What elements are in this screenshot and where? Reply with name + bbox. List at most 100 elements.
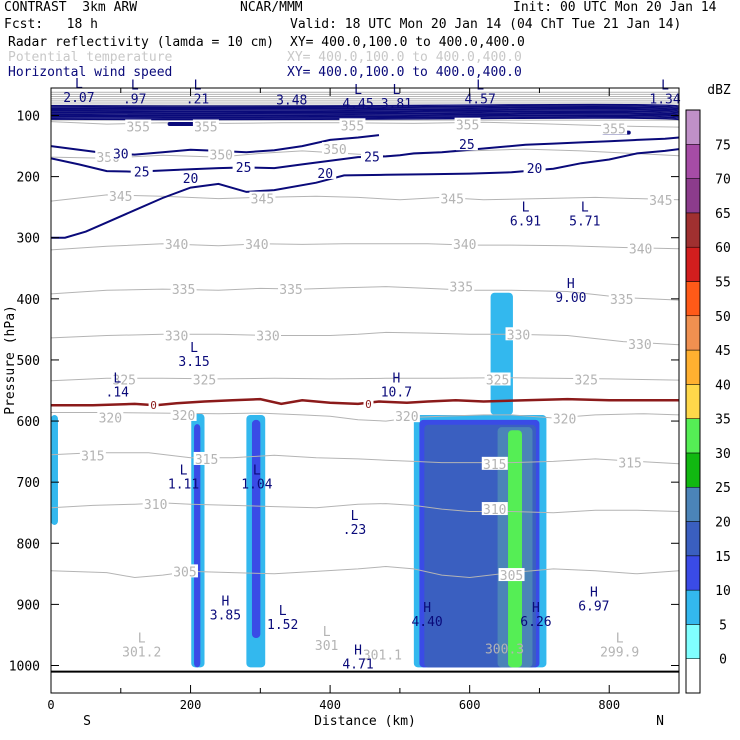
theta-label-bg xyxy=(208,147,235,161)
theta-label-310: 310 xyxy=(483,503,506,518)
colorbar-tick-label: 55 xyxy=(715,275,731,290)
extremum-value: 6.97 xyxy=(578,600,609,615)
extremum-low-marker: L xyxy=(581,201,589,216)
extremum-value: .14 xyxy=(106,386,130,401)
theta-label-bg xyxy=(111,372,138,386)
theta-label-bg xyxy=(626,337,653,351)
theta-label-355: 355 xyxy=(194,121,217,136)
theta-label-bg xyxy=(278,282,305,296)
wind-label-bg xyxy=(523,161,546,175)
colorbar-tick-label: 10 xyxy=(715,584,731,599)
y-tick-label: 400 xyxy=(17,293,40,308)
theta-label-320: 320 xyxy=(172,409,195,424)
colorbar-tick-label: 45 xyxy=(715,344,731,359)
theta-label-bg xyxy=(163,236,190,250)
colorbar-bin xyxy=(685,486,701,522)
extremum-value: 3.85 xyxy=(210,609,241,624)
theta-label-bg xyxy=(647,192,674,206)
colorbar-bin xyxy=(685,144,701,179)
colorbar-bin xyxy=(685,555,701,591)
theta-label-340: 340 xyxy=(629,243,652,258)
colorbar-tick-label: 50 xyxy=(715,310,731,325)
theta-label-bg xyxy=(243,236,270,250)
extremum-value: 1.34 xyxy=(649,92,680,107)
colorbar-bin xyxy=(685,521,701,557)
theta-label-305: 305 xyxy=(173,565,196,580)
theta-low-marker: L xyxy=(616,631,624,646)
extremum-value: 3.81 xyxy=(381,97,412,112)
theta-extremum-value: 301.1 xyxy=(363,648,402,663)
wind-contour-25 xyxy=(51,136,679,173)
theta-label-bg xyxy=(170,407,197,421)
theta-label-bg xyxy=(481,456,508,470)
theta-label-325: 325 xyxy=(193,374,216,389)
colorbar-unit: dBZ xyxy=(707,83,731,98)
extremum-low-marker: L xyxy=(131,78,139,93)
forecast-hour: Fcst: 18 h xyxy=(4,17,98,32)
colorbar-bin xyxy=(685,315,701,351)
theta-label-bg xyxy=(125,119,152,133)
extremum-value: 2.07 xyxy=(63,91,94,106)
theta-label-bg xyxy=(505,327,532,341)
theta-label-325: 325 xyxy=(574,374,597,389)
theta-label-bg xyxy=(484,372,511,386)
colorbar-tick-label: 40 xyxy=(715,378,731,393)
x-tick-label: 200 xyxy=(180,698,202,712)
colorbar-bin xyxy=(685,624,701,659)
theta-label-310: 310 xyxy=(144,498,167,513)
colorbar-tick-label: 75 xyxy=(715,138,731,153)
x-tick-label: 800 xyxy=(598,698,620,712)
y-tick-label: 300 xyxy=(17,232,40,247)
field-theta: Potential temperature xyxy=(8,50,173,65)
extremum-low-marker: L xyxy=(180,463,188,478)
y-tick-label: 600 xyxy=(17,415,40,430)
wind-label-bg xyxy=(179,170,202,184)
theta-label-bg xyxy=(142,497,169,511)
colorbar-tick-label: 65 xyxy=(715,207,731,222)
theta-label-315: 315 xyxy=(483,458,506,473)
extremum-high-marker: H xyxy=(423,601,431,616)
colorbar-tick-label: 25 xyxy=(715,481,731,496)
theta-label-355: 355 xyxy=(341,119,364,134)
theta-label-315: 315 xyxy=(618,457,641,472)
theta-label-315: 315 xyxy=(81,449,104,464)
y-axis-title: Pressure (hPa) xyxy=(3,305,18,415)
y-tick-label: 700 xyxy=(17,476,40,491)
reflectivity-cell-5dbz xyxy=(51,414,58,525)
theta-label-bg xyxy=(481,502,508,516)
extremum-high-marker: H xyxy=(532,601,540,616)
wind-label-bg xyxy=(360,149,383,163)
theta-label-320: 320 xyxy=(99,411,122,426)
theta-label-bg xyxy=(97,410,124,424)
theta-label-bg xyxy=(163,328,190,342)
theta-low-marker: L xyxy=(323,625,331,640)
freezing-label-bg xyxy=(148,399,159,412)
colorbar-bin xyxy=(685,589,701,625)
plot-frame xyxy=(50,87,680,694)
wind-label-20: 20 xyxy=(183,172,199,187)
colorbar-bin xyxy=(685,452,701,488)
field-wind-xy: XY= 400.0,100.0 to 400.0,400.0 xyxy=(287,65,522,80)
theta-label-345: 345 xyxy=(109,190,132,205)
y-tick-label: 900 xyxy=(17,598,40,613)
theta-label-bg xyxy=(171,564,198,578)
colorbar-tick-label: 0 xyxy=(719,653,727,668)
extremum-value: 4.57 xyxy=(464,92,495,107)
theta-label-bg xyxy=(107,189,134,203)
extremum-value: 3.15 xyxy=(178,355,209,370)
colorbar-tick-label: 60 xyxy=(715,241,731,256)
theta-label-bg xyxy=(321,142,348,156)
theta-label-345: 345 xyxy=(440,193,463,208)
extremum-value: .23 xyxy=(343,523,366,538)
theta-label-335: 335 xyxy=(279,283,302,298)
colorbar-bin xyxy=(685,109,701,145)
field-wind: Horizontal wind speed xyxy=(8,65,173,80)
extremum-low-marker: L xyxy=(351,509,359,524)
extremum-value: .21 xyxy=(186,92,209,107)
wind-label-bg xyxy=(130,164,153,178)
extremum-low-marker: L xyxy=(392,83,400,98)
theta-label-355: 355 xyxy=(602,122,625,137)
extremum-value: 1.52 xyxy=(267,618,298,633)
theta-contour-325 xyxy=(51,377,679,382)
